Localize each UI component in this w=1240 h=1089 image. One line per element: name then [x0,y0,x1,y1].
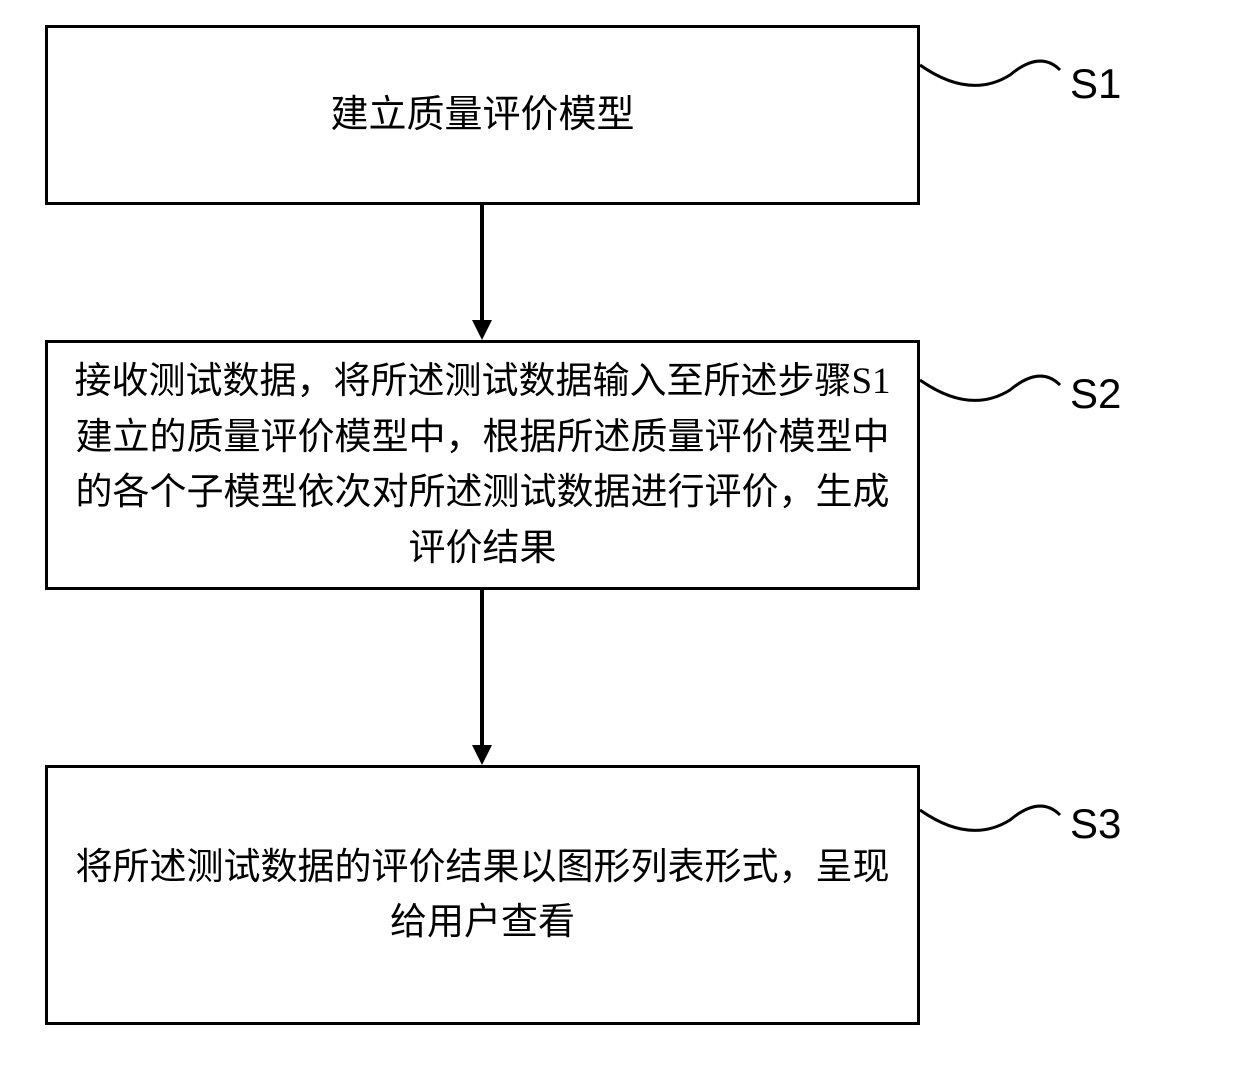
label-s1: S1 [1070,60,1121,108]
flowchart-box-s3: 将所述测试数据的评价结果以图形列表形式，呈现给用户查看 [45,765,920,1025]
flowchart-box-s1: 建立质量评价模型 [45,25,920,205]
connector-line-1 [480,205,484,320]
flowchart-box-s2: 接收测试数据，将所述测试数据输入至所述步骤S1建立的质量评价模型中，根据所述质量… [45,340,920,590]
box-text-s1: 建立质量评价模型 [330,87,634,144]
label-s3: S3 [1070,800,1121,848]
connector-line-2 [480,590,484,745]
curve-connector-s3 [920,785,1070,845]
arrow-head-1 [472,320,492,340]
box-text-s2: 接收测试数据，将所述测试数据输入至所述步骤S1建立的质量评价模型中，根据所述质量… [68,354,897,576]
curve-connector-s2 [920,355,1070,415]
arrow-head-2 [472,745,492,765]
label-s2: S2 [1070,370,1121,418]
box-text-s3: 将所述测试数据的评价结果以图形列表形式，呈现给用户查看 [68,840,897,951]
curve-connector-s1 [920,40,1070,100]
